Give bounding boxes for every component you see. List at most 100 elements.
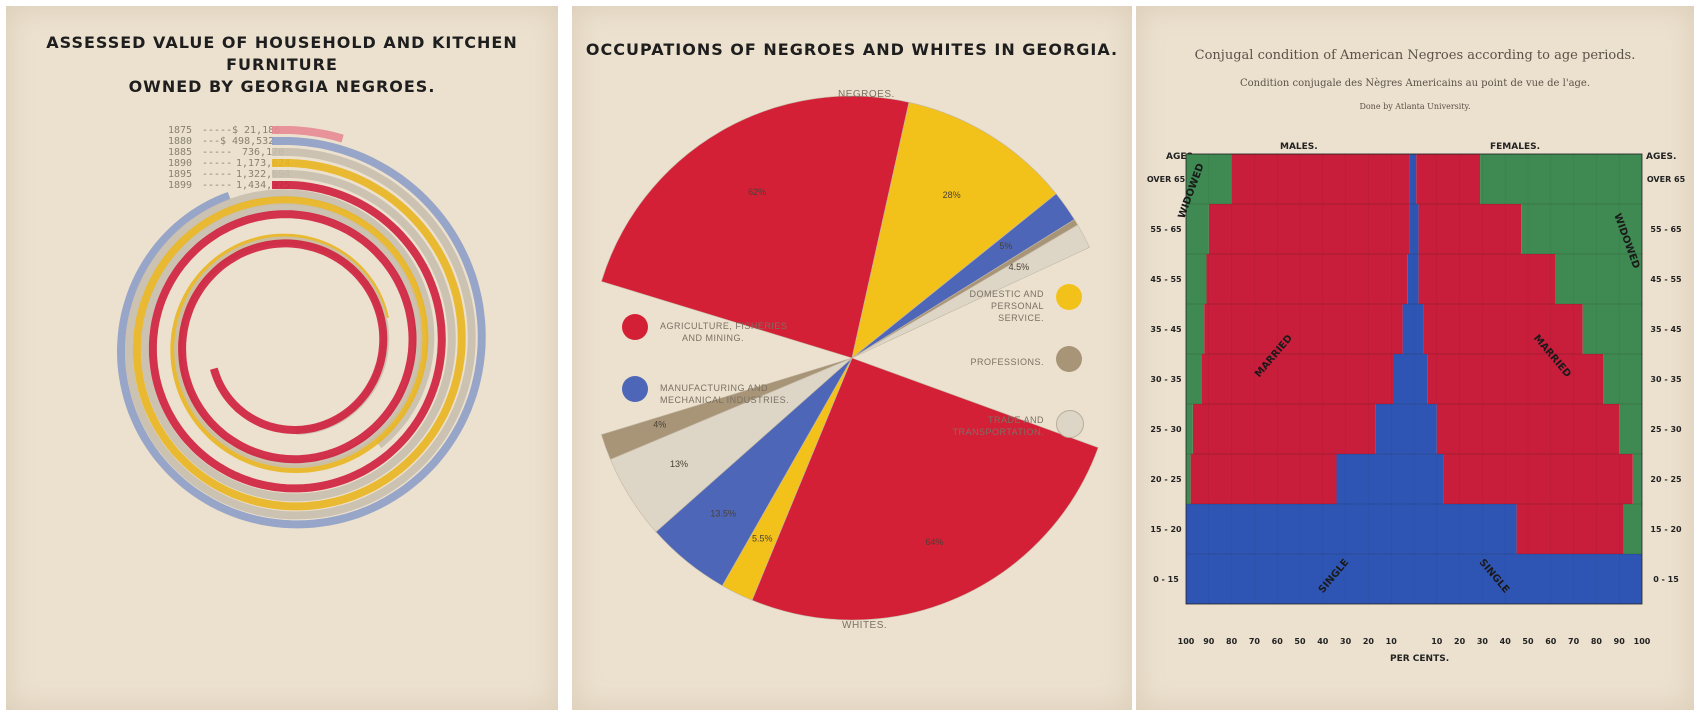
x-tick-19: 90	[1614, 637, 1626, 646]
spiral-chart-title: ASSESSED VALUE OF HOUSEHOLD AND KITCHEN …	[6, 32, 558, 98]
x-tick-11: 10	[1431, 637, 1443, 646]
female-single-bar-3	[1414, 304, 1424, 354]
legend-trade: TRADE AND TRANSPORTATION.	[952, 415, 1044, 437]
female-widowed-bar-0	[1480, 154, 1642, 204]
x-tick-14: 40	[1500, 637, 1512, 646]
age-label-left-4: 30 - 35	[1150, 375, 1182, 384]
female-widowed-bar-4	[1603, 354, 1642, 404]
male-single-bar-4	[1393, 354, 1414, 404]
male-married-bar-6	[1190, 454, 1337, 504]
legend-value-1890: 1,173,624	[236, 158, 291, 169]
negro-slice-4	[851, 224, 1090, 359]
white-slice-3	[601, 357, 853, 460]
legend-professions: PROFESSIONS.	[970, 357, 1044, 367]
age-label-right-7: 15 - 20	[1650, 525, 1682, 534]
conjugal-chart-panel: Conjugal condition of American Negroes a…	[1136, 6, 1694, 710]
ages-header-left: AGES.	[1166, 152, 1197, 162]
negro-slice-label-1: 5%	[999, 241, 1012, 251]
spiral-bar-1880	[116, 137, 486, 529]
female-single-bar-7	[1414, 504, 1517, 554]
legend-value-1880: $ 498,532	[220, 136, 275, 147]
legend-swatch-trade	[1056, 410, 1084, 438]
white-slice-label-4: 13%	[670, 459, 688, 469]
ages-header-right: AGES.	[1646, 152, 1677, 162]
age-label-right-4: 30 - 35	[1650, 375, 1682, 384]
spiral-title-line2: OWNED BY GEORGIA NEGROES.	[128, 77, 436, 96]
legend-swatch-domestic	[1056, 284, 1082, 310]
x-tick-7: 30	[1340, 637, 1352, 646]
female-widowed-bar-1	[1521, 204, 1642, 254]
female-married-bar-3	[1423, 304, 1583, 354]
female-single-bar-5	[1414, 404, 1437, 454]
age-label-left-0: OVER 65	[1147, 175, 1186, 184]
conjugal-credit: Done by Atlanta University.	[1359, 102, 1471, 111]
male-married-bar-2	[1206, 254, 1408, 304]
age-label-right-6: 20 - 25	[1650, 475, 1682, 484]
female-married-bar-0	[1416, 154, 1481, 204]
x-tick-13: 30	[1477, 637, 1489, 646]
age-label-right-5: 25 - 30	[1650, 425, 1682, 434]
female-married-bar-7	[1516, 504, 1624, 554]
male-married-bar-4	[1202, 354, 1394, 404]
white-slice-0	[751, 357, 1099, 621]
female-widowed-bar-2	[1555, 254, 1642, 304]
x-tick-20: 100	[1634, 637, 1651, 646]
male-single-bar-2	[1407, 254, 1414, 304]
whites-label: WHITES.	[842, 620, 888, 631]
female-single-bar-4	[1414, 354, 1428, 404]
female-married-bar-6	[1443, 454, 1633, 504]
x-tick-2: 80	[1226, 637, 1238, 646]
x-tick-4: 60	[1272, 637, 1284, 646]
age-label-right-3: 35 - 45	[1650, 325, 1682, 334]
male-single-bar-8	[1186, 554, 1414, 604]
legend-manufacturing: MANUFACTURING AND MECHANICAL INDUSTRIES.	[660, 383, 790, 405]
male-single-bar-6	[1336, 454, 1414, 504]
negro-slice-label-4: 4.5%	[1009, 262, 1030, 272]
legend-year-1885: 1885	[168, 147, 193, 158]
females-label: FEMALES.	[1490, 142, 1541, 152]
legend-swatch-professions	[1056, 346, 1082, 372]
pie-chart-title: OCCUPATIONS OF NEGROES AND WHITES IN GEO…	[585, 40, 1119, 59]
male-married-bar-5	[1192, 404, 1376, 454]
female-married-bar-1	[1418, 204, 1522, 254]
x-tick-1: 90	[1203, 637, 1215, 646]
spiral-bar-1885	[124, 148, 476, 520]
negroes-label: NEGROES.	[838, 89, 895, 100]
pie-chart-panel: OCCUPATIONS OF NEGROES AND WHITES IN GEO…	[572, 6, 1132, 710]
legend-year-1875: 1875	[168, 125, 193, 136]
female-widowed-bar-3	[1582, 304, 1642, 354]
age-label-left-3: 35 - 45	[1150, 325, 1182, 334]
white-slice-label-0: 64%	[925, 537, 943, 547]
x-tick-18: 80	[1591, 637, 1603, 646]
male-single-bar-7	[1186, 504, 1414, 554]
x-tick-3: 70	[1249, 637, 1261, 646]
x-tick-8: 20	[1363, 637, 1375, 646]
spiral-bar-1899	[148, 181, 446, 493]
legend-year-1880: 1880	[168, 136, 193, 147]
age-label-right-8: 0 - 15	[1653, 575, 1679, 584]
male-widowed-bar-2	[1186, 254, 1207, 304]
female-widowed-bar-5	[1619, 404, 1642, 454]
age-label-left-8: 0 - 15	[1153, 575, 1179, 584]
male-married-bar-1	[1208, 204, 1410, 254]
female-single-bar-1	[1414, 204, 1419, 254]
negro-slice-label-0: 62%	[748, 187, 766, 197]
age-label-right-0: OVER 65	[1647, 175, 1686, 184]
male-widowed-bar-5	[1186, 404, 1193, 454]
conjugal-subtitle: Condition conjugale des Nègres Americain…	[1239, 78, 1591, 89]
female-widowed-bar-7	[1623, 504, 1642, 554]
female-married-bar-4	[1427, 354, 1604, 404]
female-single-bar-0	[1414, 154, 1417, 204]
x-tick-0: 100	[1178, 637, 1195, 646]
negro-slice-label-2: 28%	[943, 190, 961, 200]
legend-swatch-agriculture	[622, 314, 648, 340]
per-cents-label: PER CENTS.	[1390, 654, 1450, 664]
legend-value-1875: $ 21,186	[232, 125, 281, 136]
legend-year-1895: 1895	[168, 169, 193, 180]
legend-year-1899: 1899	[168, 180, 193, 191]
female-widowed-bar-6	[1632, 454, 1642, 504]
male-single-bar-0	[1409, 154, 1414, 204]
age-label-left-6: 20 - 25	[1150, 475, 1182, 484]
male-widowed-bar-4	[1186, 354, 1202, 404]
male-married-bar-3	[1204, 304, 1403, 354]
